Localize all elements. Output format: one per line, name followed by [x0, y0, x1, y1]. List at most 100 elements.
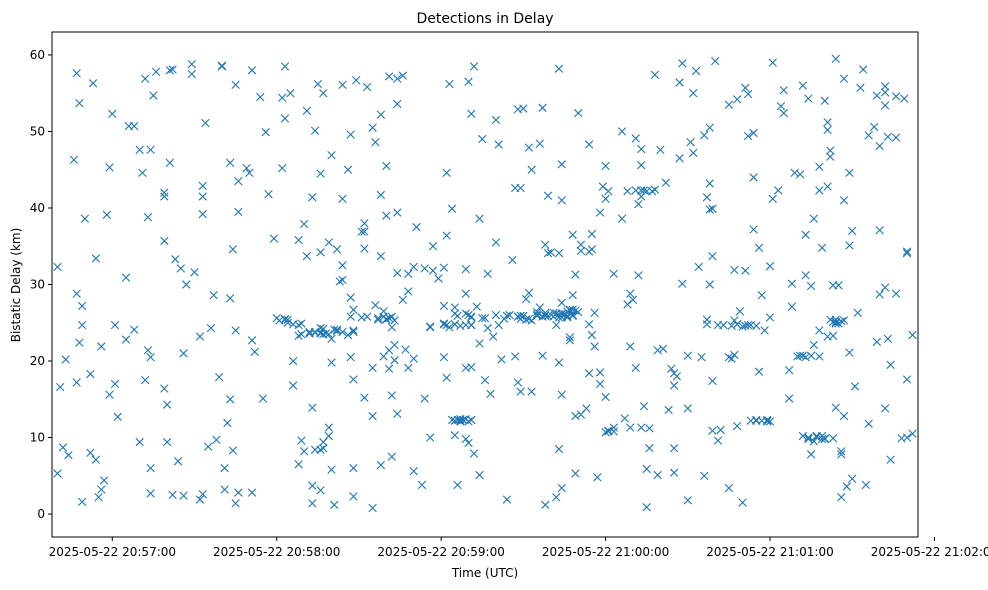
data-point: [563, 313, 572, 322]
data-point: [527, 165, 536, 174]
data-point: [316, 248, 325, 257]
data-point: [642, 464, 651, 474]
data-point: [853, 308, 862, 317]
data-point: [700, 131, 709, 140]
data-point: [683, 404, 692, 413]
data-point: [428, 266, 438, 275]
data-point: [228, 245, 238, 254]
data-point: [190, 268, 199, 277]
data-point: [360, 393, 369, 402]
data-point: [77, 320, 87, 330]
data-point: [541, 308, 550, 317]
data-point: [732, 421, 742, 431]
data-point: [231, 326, 240, 335]
data-point: [195, 332, 205, 341]
data-point: [225, 294, 235, 303]
data-point: [730, 265, 739, 275]
data-point: [280, 62, 290, 71]
data-point: [765, 313, 775, 322]
data-point: [902, 247, 912, 256]
data-point: [371, 300, 380, 310]
data-point: [168, 65, 177, 74]
data-point: [195, 495, 205, 504]
data-point: [752, 321, 761, 331]
data-point: [283, 315, 292, 324]
data-point: [757, 416, 766, 425]
data-point: [557, 298, 566, 308]
data-point: [669, 444, 679, 453]
data-point: [475, 339, 484, 348]
data-point: [450, 431, 460, 440]
data-point: [234, 207, 243, 216]
data-point: [834, 319, 843, 328]
data-point: [467, 320, 476, 330]
data-point: [310, 445, 320, 454]
data-point: [795, 170, 805, 179]
data-point: [516, 311, 525, 321]
y-tick-label: 10: [30, 431, 45, 445]
data-point: [552, 493, 561, 502]
data-point: [875, 290, 884, 299]
data-point: [324, 238, 333, 247]
data-point: [743, 89, 753, 99]
data-point: [143, 212, 153, 222]
data-point: [516, 183, 525, 193]
data-point: [689, 89, 698, 98]
data-point: [330, 325, 339, 334]
data-point: [765, 417, 775, 426]
data-point: [332, 245, 342, 254]
data-point: [809, 437, 819, 446]
data-point: [105, 163, 114, 172]
data-point: [409, 354, 418, 363]
data-point: [760, 326, 769, 335]
data-point: [587, 330, 597, 340]
data-point: [828, 317, 838, 327]
data-point: [428, 242, 438, 251]
data-point: [390, 340, 399, 350]
data-point: [384, 72, 394, 81]
data-point: [384, 313, 394, 323]
data-point: [598, 182, 608, 191]
data-point: [617, 214, 627, 223]
data-point: [730, 350, 739, 360]
data-point: [286, 89, 295, 98]
data-point: [872, 337, 882, 347]
data-point: [675, 78, 684, 87]
data-point: [225, 395, 235, 404]
data-point: [310, 126, 320, 135]
data-point: [220, 463, 229, 473]
data-point: [815, 186, 824, 195]
data-point: [880, 283, 890, 292]
data-point: [576, 246, 586, 256]
data-point: [478, 313, 487, 323]
data-point: [453, 480, 462, 490]
data-point: [373, 315, 383, 324]
data-point: [573, 307, 583, 317]
data-point: [349, 463, 358, 473]
data-point: [349, 492, 358, 501]
data-point: [768, 194, 777, 203]
data-point: [160, 188, 169, 197]
data-point: [91, 254, 101, 263]
data-point: [609, 269, 618, 278]
data-point: [409, 262, 418, 272]
data-point: [880, 404, 890, 413]
data-point: [72, 69, 81, 78]
data-point: [420, 264, 429, 273]
data-point: [601, 392, 610, 402]
data-point: [584, 369, 594, 378]
data-point: [258, 394, 268, 403]
data-point: [332, 325, 342, 334]
data-point: [288, 356, 298, 366]
data-point: [513, 378, 523, 387]
data-point: [393, 268, 402, 278]
data-point: [302, 106, 312, 115]
data-point: [165, 158, 175, 168]
data-point: [768, 58, 777, 67]
data-point: [173, 457, 183, 466]
data-point: [349, 375, 358, 384]
data-point: [902, 248, 912, 258]
data-point: [212, 435, 221, 445]
data-point: [160, 384, 169, 393]
data-point: [387, 312, 397, 321]
